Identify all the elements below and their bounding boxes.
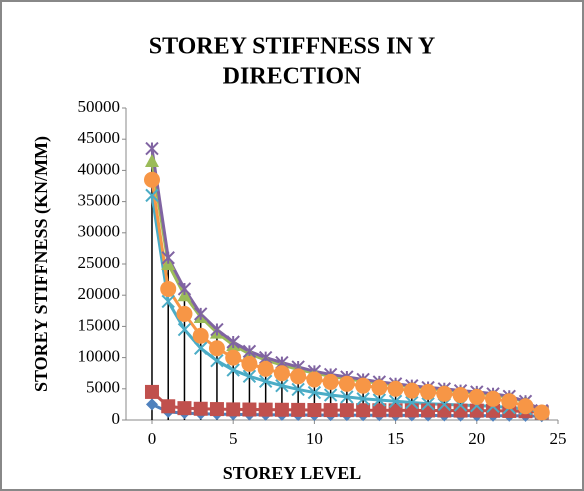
marker	[242, 344, 257, 359]
marker	[257, 360, 274, 377]
marker	[210, 322, 224, 337]
marker	[322, 373, 339, 390]
marker	[144, 384, 159, 399]
marker	[193, 341, 208, 355]
y-tick-label: 50000	[78, 97, 121, 116]
marker	[372, 393, 387, 407]
chart-title: DIRECTION	[223, 64, 362, 90]
chart-title: STOREY STIFFNESS IN Y	[149, 34, 436, 60]
marker	[420, 383, 437, 400]
marker	[468, 388, 485, 405]
marker	[193, 307, 208, 321]
marker	[372, 403, 387, 418]
marker	[145, 141, 159, 156]
marker	[208, 340, 225, 357]
marker	[241, 355, 258, 372]
marker	[144, 154, 159, 168]
marker	[387, 380, 404, 397]
y-tick-label: 0	[112, 409, 121, 428]
marker	[145, 398, 158, 411]
marker	[226, 335, 240, 349]
marker	[501, 393, 518, 410]
marker	[242, 402, 257, 417]
marker	[338, 375, 355, 392]
marker	[161, 251, 175, 265]
marker	[258, 402, 273, 417]
marker	[161, 399, 176, 414]
marker	[306, 371, 323, 388]
marker	[161, 294, 175, 309]
marker	[160, 280, 177, 297]
marker	[421, 403, 436, 418]
marker	[307, 403, 322, 418]
y-tick-label: 40000	[78, 159, 121, 178]
x-tick-label: 20	[468, 429, 485, 448]
y-tick-label: 15000	[78, 315, 121, 334]
marker	[177, 282, 192, 296]
y-axis-label: STOREY STIFFNESS (KN/MM)	[31, 136, 52, 392]
marker	[210, 354, 224, 368]
marker	[371, 379, 388, 396]
x-tick-label: 15	[387, 429, 404, 448]
marker	[273, 365, 290, 382]
marker	[258, 374, 273, 389]
marker	[193, 401, 208, 416]
marker	[403, 382, 420, 399]
y-tick-label: 20000	[78, 284, 121, 303]
marker	[307, 385, 322, 400]
marker	[533, 404, 550, 421]
marker	[388, 403, 403, 418]
marker	[405, 395, 419, 410]
marker	[486, 403, 501, 418]
marker	[436, 385, 453, 402]
marker	[291, 402, 306, 417]
marker	[517, 398, 534, 415]
marker	[145, 188, 159, 203]
marker	[242, 369, 257, 384]
marker	[225, 349, 242, 366]
marker	[291, 382, 305, 397]
marker	[388, 394, 403, 408]
marker	[176, 305, 193, 322]
y-tick-label: 45000	[78, 128, 121, 147]
marker	[404, 403, 419, 418]
marker	[290, 368, 307, 385]
marker	[323, 403, 338, 418]
marker	[452, 387, 469, 404]
x-tick-label: 10	[306, 429, 323, 448]
y-tick-label: 30000	[78, 222, 121, 241]
x-tick-label: 5	[229, 429, 238, 448]
y-tick-label: 25000	[78, 253, 121, 272]
x-axis-label: STOREY LEVEL	[223, 463, 362, 483]
marker	[275, 378, 289, 393]
y-tick-label: 10000	[78, 347, 121, 366]
marker	[143, 171, 160, 188]
y-tick-label: 35000	[78, 191, 121, 210]
marker	[355, 377, 372, 394]
x-tick-label: 0	[148, 429, 157, 448]
marker	[485, 390, 502, 407]
marker	[469, 403, 484, 418]
marker	[356, 403, 371, 418]
marker	[177, 401, 192, 416]
marker	[323, 388, 338, 402]
marker	[209, 402, 224, 417]
marker	[226, 402, 241, 417]
marker	[339, 403, 354, 418]
marker	[226, 363, 240, 377]
x-tick-label: 25	[550, 429, 567, 448]
marker	[192, 327, 209, 344]
marker	[177, 322, 192, 337]
marker	[421, 397, 435, 411]
marker	[356, 392, 370, 406]
y-tick-label: 5000	[86, 378, 120, 397]
marker	[340, 390, 354, 404]
marker	[453, 403, 468, 418]
marker	[274, 402, 289, 417]
